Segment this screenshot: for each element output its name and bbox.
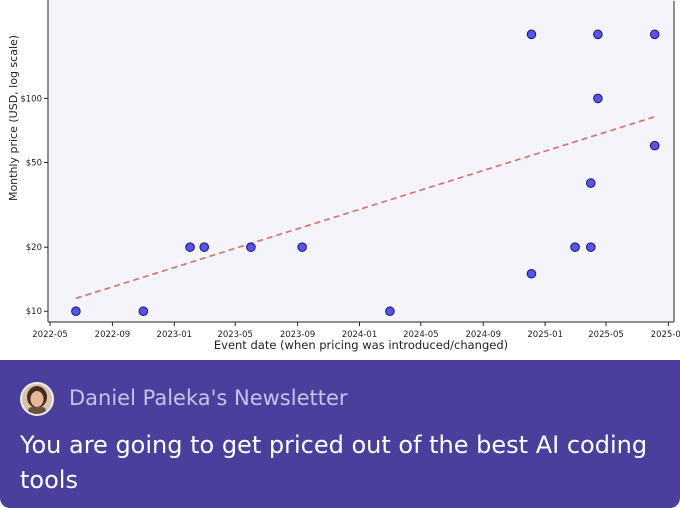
plot-background (48, 0, 674, 322)
data-point (138, 306, 149, 317)
x-tick-label: 2024-05 (403, 330, 439, 340)
y-tick-label: $50 (26, 158, 42, 168)
data-point (246, 242, 256, 252)
data-point (593, 29, 603, 40)
y-axis-label: Monthly price (USD, log scale) (7, 35, 20, 201)
data-point (385, 306, 395, 317)
publication-name[interactable]: Daniel Paleka's Newsletter (69, 386, 348, 410)
data-point (649, 140, 660, 151)
data-point (526, 29, 537, 40)
data-point (586, 242, 596, 252)
x-tick-label: 2024-09 (465, 330, 501, 340)
data-point (185, 242, 195, 252)
x-tick-label: 2025-05 (588, 330, 624, 340)
x-tick-label: 2025-09 (651, 330, 680, 340)
author-avatar (20, 382, 54, 416)
post-title[interactable]: You are going to get priced out of the b… (20, 431, 648, 494)
scatter-chart: 2022-05 2022-09 2023-01 2023-05 2023-09 2024-… (7, 0, 680, 352)
data-point (586, 178, 596, 188)
data-point (570, 242, 580, 252)
data-point (71, 306, 81, 317)
x-tick-label: 2022-09 (95, 330, 131, 340)
x-tick-label: 2022-05 (32, 330, 68, 340)
y-tick-label: $10 (26, 307, 42, 317)
chart-area: 2022-05 2022-09 2023-01 2023-05 2023-09 2024-… (7, 0, 680, 352)
data-point (649, 29, 660, 40)
avatar-portrait-icon (22, 384, 52, 414)
y-tick-label: $20 (26, 243, 42, 253)
y-tick-label: $100 (20, 94, 42, 104)
data-point (297, 242, 307, 252)
data-point (593, 93, 603, 104)
x-tick-label: 2024-01 (342, 330, 378, 340)
data-point (199, 242, 210, 252)
x-tick-label: 2025-01 (527, 330, 563, 340)
trend-line (75, 115, 655, 300)
x-tick-label: 2023-09 (280, 330, 316, 340)
x-axis-label: Event date (when pricing was introduced/… (214, 338, 508, 352)
post-footer[interactable] (0, 360, 680, 508)
x-tick-label: 2023-01 (157, 330, 193, 340)
data-point (526, 268, 537, 279)
x-tick-label: 2023-05 (217, 330, 253, 340)
